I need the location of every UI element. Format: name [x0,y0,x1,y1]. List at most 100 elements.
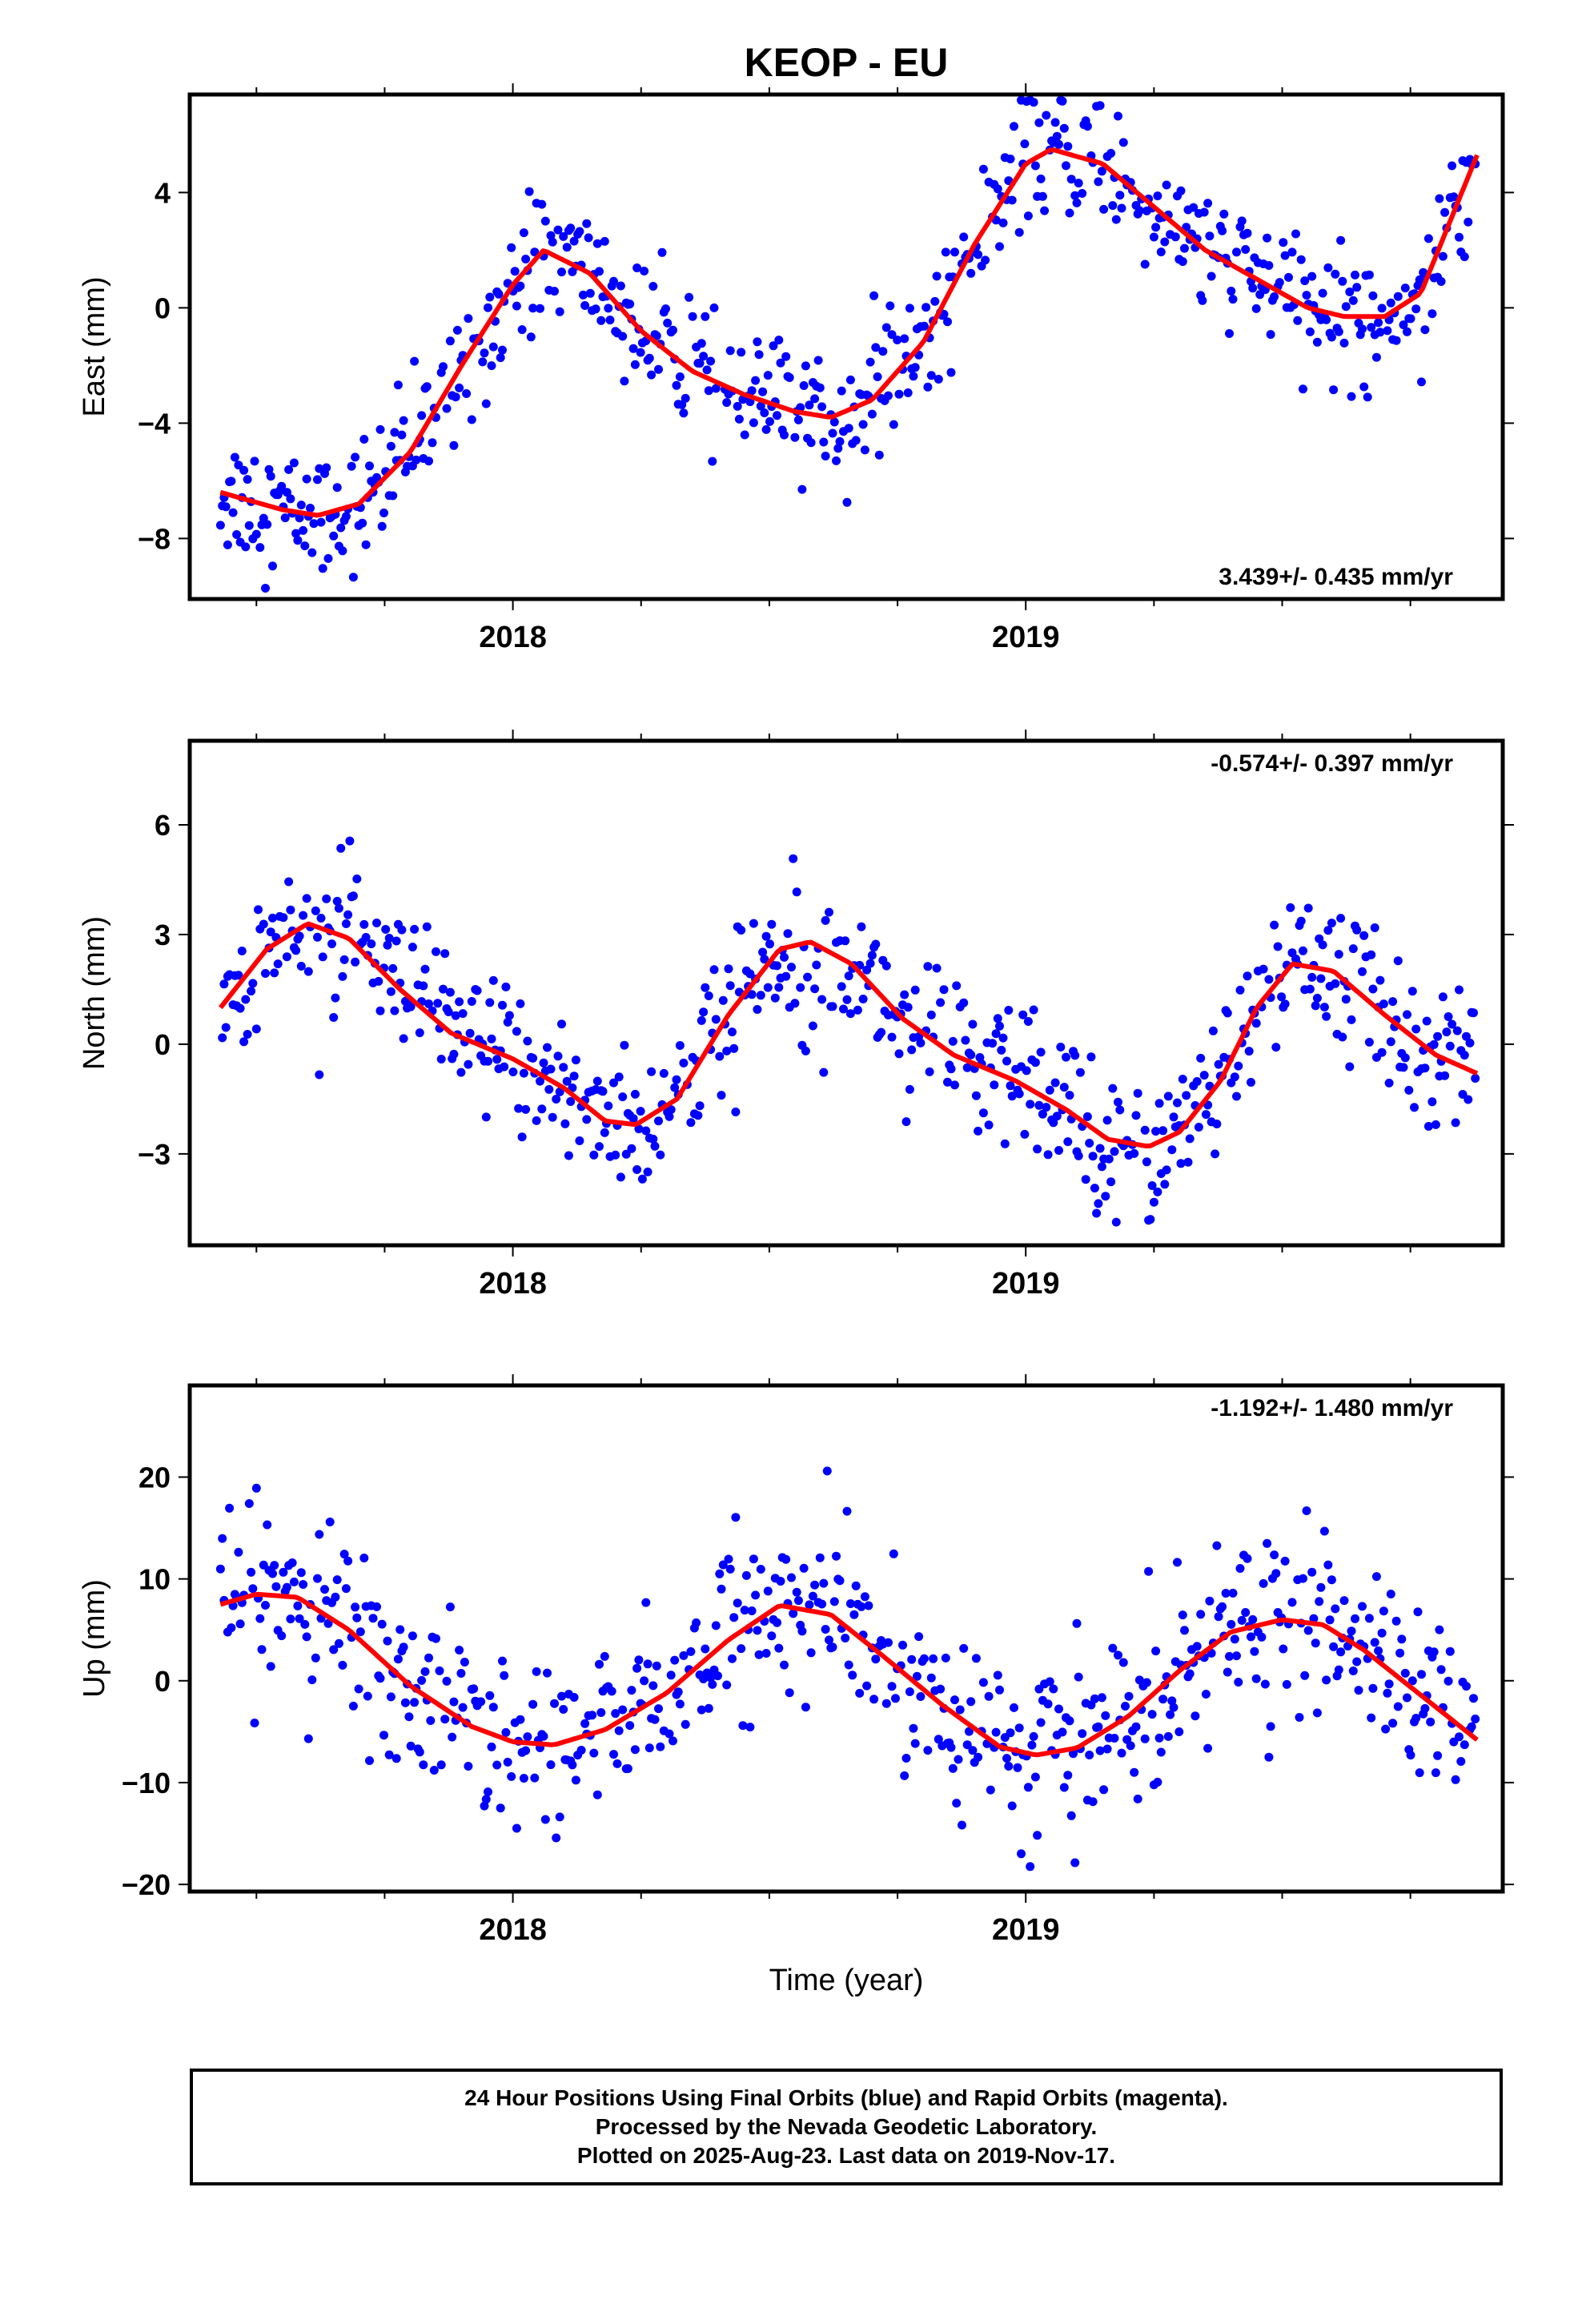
up-point [1153,1777,1162,1787]
east-point [648,282,658,291]
up-point [1351,1614,1359,1623]
up-point [713,1671,722,1681]
east-point [874,450,884,460]
up-point [995,1685,1004,1695]
east-point [498,345,507,355]
east-point [1386,298,1395,308]
east-point [1243,228,1252,238]
up-point [891,1694,900,1703]
up-point [476,1697,486,1707]
east-point [510,267,520,276]
east-point [998,218,1008,227]
footer-line-1: 24 Hour Positions Using Final Orbits (bl… [464,2085,1228,2110]
east-point [442,404,452,413]
north-point [907,1045,917,1055]
east-point [244,521,254,530]
up-point [1234,1678,1243,1687]
up-point [404,1712,414,1722]
up-point [673,1687,683,1697]
north-point [1433,1031,1443,1041]
up-point [449,1697,459,1707]
up-point [1218,1602,1227,1611]
east-point [657,247,667,257]
up-point [484,1787,492,1796]
north-point [351,957,360,967]
east-point [618,332,628,341]
up-point [733,1598,742,1608]
up-point [1348,1667,1358,1675]
up-point [1295,1713,1304,1722]
north-point [796,983,805,992]
east-point [878,347,888,356]
up-point [543,1668,552,1678]
up-point [320,1585,329,1594]
up-point [745,1723,755,1732]
up-point [632,1663,642,1673]
east-point [485,292,495,302]
north-point [564,1151,573,1160]
up-point [1307,1567,1317,1577]
up-point [481,1795,491,1804]
up-point [384,1750,394,1759]
east-point [974,250,983,259]
up-point [871,1655,881,1664]
up-point [555,1812,564,1822]
east-point [828,428,837,438]
north-point [1022,1066,1031,1076]
up-point [614,1726,624,1735]
north-point [352,875,362,883]
up-point [962,1740,972,1750]
north-point [1368,984,1378,994]
up-point [313,1574,322,1583]
north-point [656,1150,665,1160]
up-point [1017,1849,1026,1859]
east-point [1059,123,1069,133]
east-point [1063,142,1073,151]
north-point [821,915,830,925]
north-point [420,964,430,974]
north-point [1131,1111,1141,1120]
east-point [553,225,563,235]
north-point [415,1028,424,1038]
up-point [912,1671,921,1681]
up-point [1230,1634,1239,1644]
up-point [819,1578,829,1588]
north-point [498,1000,507,1010]
east-point [1447,161,1457,171]
up-point [781,1554,791,1564]
east-point [837,386,846,396]
up-point [835,1576,845,1586]
north-point [923,962,933,971]
up-point [1462,1682,1471,1691]
north-point [1388,997,1398,1007]
east-point [358,518,367,528]
up-point [1331,1604,1340,1614]
up-point [681,1719,690,1729]
east-rate-annotation: 3.439+/- 0.435 mm/yr [1219,564,1453,590]
north-point [679,1058,689,1068]
north-point [1235,985,1245,995]
up-point [523,1732,532,1742]
east-point [266,472,275,481]
north-point [801,1046,810,1055]
up-y-tick-label: 10 [139,1563,171,1596]
up-point [737,1644,746,1654]
east-point [521,255,531,263]
east-point [1065,208,1074,218]
up-point [623,1764,632,1773]
east-point [1042,111,1051,120]
north-point [1460,1051,1469,1060]
north-point [756,991,765,1000]
up-point [718,1560,728,1570]
north-point [1050,1078,1060,1088]
north-point [449,1049,459,1059]
up-point [1282,1679,1291,1689]
east-point [487,361,496,371]
north-point [343,910,353,919]
east-point [313,475,322,485]
north-point [589,1150,599,1160]
north-point [1097,1162,1106,1172]
up-point [445,1602,455,1612]
up-point [400,1698,410,1707]
up-point [1108,1643,1118,1653]
